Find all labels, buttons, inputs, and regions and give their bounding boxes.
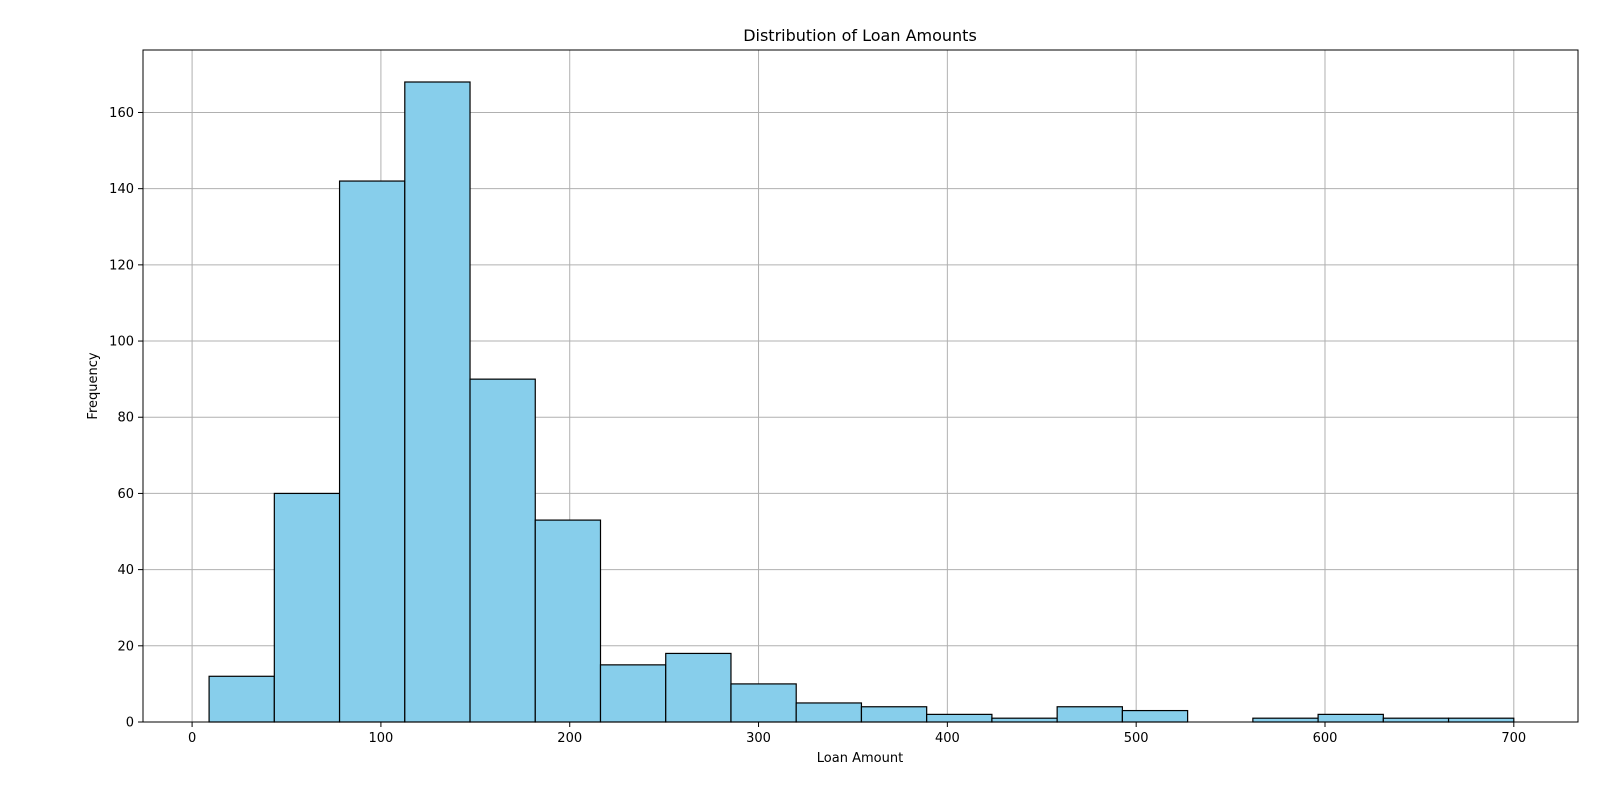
y-tick-label: 0 xyxy=(126,716,134,731)
histogram-bar xyxy=(1317,713,1384,723)
histogram-bar xyxy=(991,717,1058,723)
histogram-bar xyxy=(1056,706,1123,723)
x-tick-label: 500 xyxy=(1124,731,1149,746)
y-tick-label: 80 xyxy=(117,411,134,426)
histogram-bar xyxy=(208,675,275,723)
histogram-bar xyxy=(665,652,732,723)
x-tick-label: 700 xyxy=(1501,731,1526,746)
y-tick-label: 120 xyxy=(109,258,134,273)
histogram-bar xyxy=(404,81,471,723)
histogram-bar xyxy=(1447,717,1515,723)
histogram-bar xyxy=(1252,717,1319,723)
histogram-bar xyxy=(860,706,928,723)
x-tick-label: 300 xyxy=(746,731,771,746)
x-tick-label: 600 xyxy=(1313,731,1338,746)
plot-frame xyxy=(142,49,1579,723)
histogram-bar xyxy=(273,492,341,723)
histogram-bar xyxy=(926,713,993,723)
histogram-bar xyxy=(795,702,863,723)
y-tick-label: 160 xyxy=(109,106,134,121)
histogram-bars xyxy=(208,81,1515,723)
x-tick-label: 0 xyxy=(188,731,196,746)
y-tick-label: 20 xyxy=(117,639,134,654)
y-tick-label: 140 xyxy=(109,182,134,197)
chart-title: Distribution of Loan Amounts xyxy=(743,26,977,45)
y-axis-ticks: 0 20 40 60 80 100 120 140 160 xyxy=(109,106,143,731)
x-axis-ticks: 0 100 200 300 400 500 600 700 xyxy=(188,722,1526,746)
x-axis-label: Loan Amount xyxy=(817,751,903,766)
histogram-bar xyxy=(534,519,602,723)
histogram-bar xyxy=(1121,709,1189,723)
y-tick-label: 40 xyxy=(117,563,134,578)
x-tick-label: 100 xyxy=(368,731,393,746)
histogram-bar xyxy=(469,378,536,723)
histogram-bar xyxy=(1382,717,1450,723)
y-axis-label: Frequency xyxy=(86,352,101,419)
histogram-bar xyxy=(730,683,797,723)
y-tick-label: 60 xyxy=(117,487,134,502)
histogram-bar xyxy=(338,180,406,723)
x-tick-label: 200 xyxy=(557,731,582,746)
y-tick-label: 100 xyxy=(109,335,134,350)
histogram-bar xyxy=(599,664,667,723)
x-tick-label: 400 xyxy=(935,731,960,746)
